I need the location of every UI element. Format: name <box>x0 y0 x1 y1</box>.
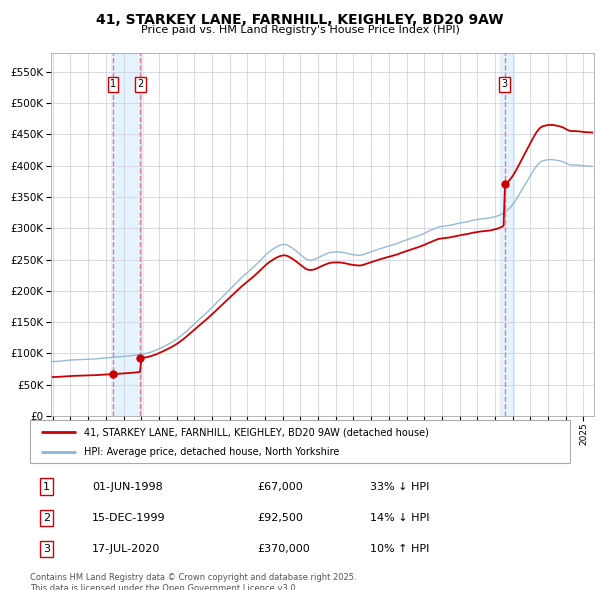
Bar <box>500 53 514 416</box>
Text: 10% ↑ HPI: 10% ↑ HPI <box>370 544 430 554</box>
Text: £370,000: £370,000 <box>257 544 310 554</box>
Text: 1: 1 <box>43 481 50 491</box>
Text: 41, STARKEY LANE, FARNHILL, KEIGHLEY, BD20 9AW (detached house): 41, STARKEY LANE, FARNHILL, KEIGHLEY, BD… <box>84 427 429 437</box>
Text: Price paid vs. HM Land Registry's House Price Index (HPI): Price paid vs. HM Land Registry's House … <box>140 25 460 35</box>
FancyBboxPatch shape <box>30 420 570 463</box>
Bar <box>111 53 143 416</box>
Text: 2: 2 <box>43 513 50 523</box>
Text: 2: 2 <box>137 80 143 89</box>
Text: 17-JUL-2020: 17-JUL-2020 <box>92 544 160 554</box>
Text: 01-JUN-1998: 01-JUN-1998 <box>92 481 163 491</box>
Text: 15-DEC-1999: 15-DEC-1999 <box>92 513 166 523</box>
Text: 3: 3 <box>502 80 508 89</box>
Text: 41, STARKEY LANE, FARNHILL, KEIGHLEY, BD20 9AW: 41, STARKEY LANE, FARNHILL, KEIGHLEY, BD… <box>96 13 504 27</box>
Text: 14% ↓ HPI: 14% ↓ HPI <box>370 513 430 523</box>
Text: £67,000: £67,000 <box>257 481 302 491</box>
Text: Contains HM Land Registry data © Crown copyright and database right 2025.
This d: Contains HM Land Registry data © Crown c… <box>30 573 356 590</box>
Text: 33% ↓ HPI: 33% ↓ HPI <box>370 481 430 491</box>
Text: HPI: Average price, detached house, North Yorkshire: HPI: Average price, detached house, Nort… <box>84 447 340 457</box>
Text: 1: 1 <box>110 80 116 89</box>
Text: £92,500: £92,500 <box>257 513 302 523</box>
Text: 3: 3 <box>43 544 50 554</box>
